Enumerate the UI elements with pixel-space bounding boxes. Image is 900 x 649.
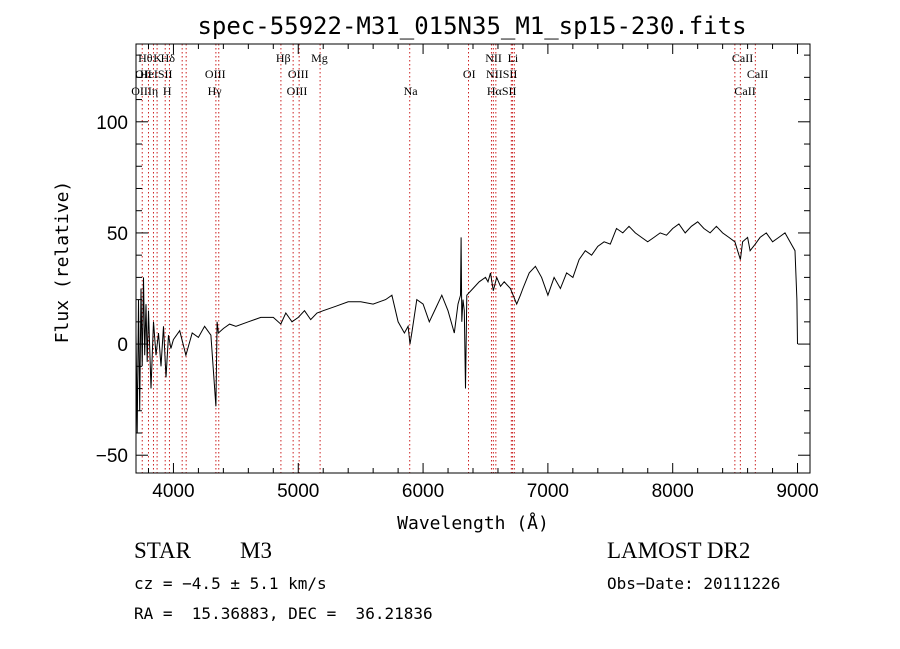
y-axis-ticks: −50 0 50 100: [96, 54, 810, 467]
marker-label-17: NIISII: [486, 67, 517, 81]
marker-label-20: CaII: [747, 67, 768, 81]
marker-label-5: OIII: [205, 67, 226, 81]
x-axis-ticks: 4000 5000 6000 7000 8000 9000: [147, 44, 819, 502]
x-tick-label-6000: 6000: [402, 481, 444, 502]
marker-label-1: K: [153, 51, 162, 65]
marker-label-7: H: [163, 84, 172, 98]
marker-label-21: CaII: [734, 84, 755, 98]
marker-label-8: Hγ: [208, 84, 223, 98]
marker-label-9: Hβ: [276, 51, 291, 65]
object-subclass: M3: [240, 538, 272, 563]
survey-name: LAMOST DR2: [607, 538, 751, 563]
x-tick-label-8000: 8000: [652, 481, 694, 502]
marker-label-13: Na: [404, 84, 419, 98]
y-axis-label: Flux (relative): [52, 181, 73, 344]
x-tick-label-4000: 4000: [152, 481, 194, 502]
x-axis-label: Wavelength (Å): [397, 512, 549, 534]
marker-label-19: CaII: [732, 51, 753, 65]
marker-label-15: NII: [485, 51, 502, 65]
spectrum-series-line: [135, 221, 798, 434]
y-tick-label-50: 50: [107, 224, 128, 245]
marker-label-2: Hδ: [161, 51, 176, 65]
y-tick-label--50: −50: [96, 446, 128, 467]
observation-date: Obs−Date: 20111226: [607, 574, 781, 593]
object-class: STAR: [134, 538, 191, 563]
x-tick-label-5000: 5000: [277, 481, 319, 502]
chart-title: spec-55922-M31_015N35_M1_sp15-230.fits: [197, 12, 746, 40]
redshift-cz: cz = −4.5 ± 5.1 km/s: [134, 574, 327, 593]
marker-label-4: HeISII: [140, 67, 173, 81]
marker-label-18: HαSII: [487, 84, 517, 98]
plot-frame: [135, 43, 811, 474]
marker-label-6: OIIIη: [131, 84, 158, 98]
line-markers: [141, 44, 756, 473]
x-tick-label-7000: 7000: [527, 481, 569, 502]
marker-label-0: Hθ: [138, 51, 153, 65]
ra-dec-coordinates: RA = 15.36883, DEC = 36.21836: [134, 604, 433, 623]
marker-label-12: OIII: [287, 84, 308, 98]
x-tick-label-9000: 9000: [776, 481, 818, 502]
marker-label-11: OIII: [288, 67, 309, 81]
marker-label-14: OI: [463, 67, 476, 81]
marker-label-10: Mg: [311, 51, 328, 65]
y-tick-label-0: 0: [117, 335, 128, 356]
marker-label-16: Li: [508, 51, 519, 65]
y-tick-label-100: 100: [96, 113, 128, 134]
